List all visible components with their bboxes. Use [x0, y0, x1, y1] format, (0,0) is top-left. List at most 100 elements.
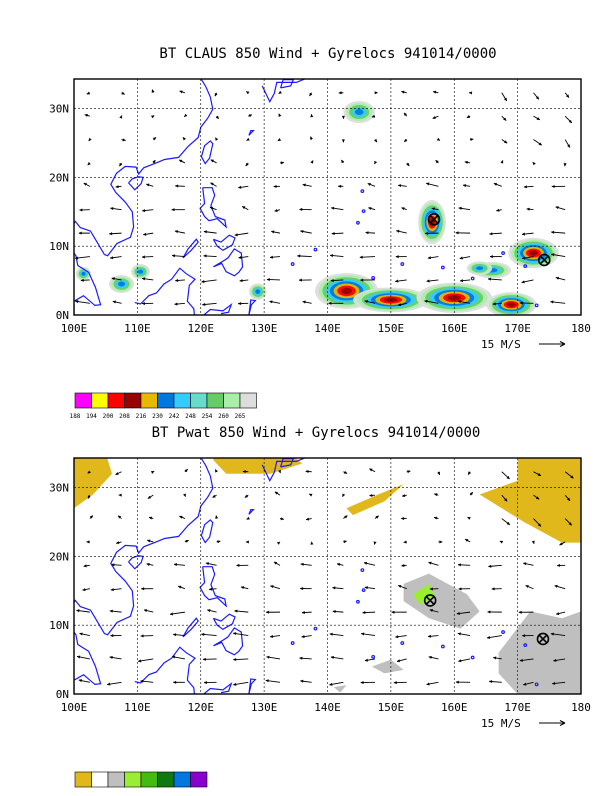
wind-arrow-head	[141, 635, 144, 638]
coastline	[249, 679, 255, 694]
island	[535, 304, 538, 307]
wind-arrow-head	[201, 280, 204, 283]
wind-arrow-head	[109, 232, 112, 235]
island	[362, 210, 365, 213]
island	[471, 656, 474, 659]
wind-arrow-head	[330, 254, 333, 257]
panel1-field	[69, 61, 581, 317]
cloud-cell	[476, 266, 483, 270]
wind-arrow-head	[402, 207, 405, 209]
wind-arrow-head	[84, 183, 87, 185]
wind-arrow-head	[428, 562, 431, 564]
wind-arrow-head	[337, 563, 340, 566]
cloud-cell	[355, 109, 364, 115]
lat-tick-label: 10N	[49, 240, 69, 253]
lon-tick-label: 160E	[441, 322, 468, 335]
wind-arrow-head	[458, 633, 461, 636]
wind-arrow-head	[179, 516, 182, 518]
legend-swatch	[75, 772, 92, 787]
wind-arrow-head	[375, 91, 378, 94]
wind-arrow-head	[401, 517, 404, 520]
wind-arrow-head	[142, 209, 145, 212]
island	[442, 645, 445, 648]
lon-tick-label: 140E	[314, 701, 341, 714]
wind-arrow-head	[183, 494, 185, 497]
island	[401, 263, 404, 266]
wind-arrow-head	[532, 541, 535, 544]
wind-arrow-head	[233, 632, 236, 635]
wind-arrow-head	[270, 635, 273, 638]
island	[372, 277, 375, 280]
wind-arrow-head	[306, 518, 309, 521]
lon-tick-label: 170E	[504, 701, 531, 714]
coastline	[213, 628, 242, 655]
wind-arrow-head	[395, 280, 398, 283]
pwat-region	[334, 685, 347, 693]
wind-arrow-head	[299, 208, 302, 211]
wind-arrow-head	[110, 207, 113, 210]
wind-arrow-head	[85, 114, 88, 117]
wind-arrow-head	[368, 207, 371, 210]
wind-arrow-head	[107, 683, 110, 686]
wind-arrow-head	[365, 659, 368, 662]
lat-tick-label: 30N	[49, 103, 69, 116]
cloud-cell	[341, 288, 352, 294]
wind-arrow-head	[141, 587, 144, 590]
wind-arrow-head	[369, 494, 372, 497]
pwat-region	[480, 453, 581, 542]
legend-swatch	[92, 772, 109, 787]
wind-arrow-head	[76, 609, 79, 612]
reference-vector-label: 15 M/S	[481, 338, 521, 351]
legend-tick-label: 188	[70, 413, 81, 420]
wind-arrow-head	[247, 138, 250, 140]
wind-arrow-head	[233, 658, 236, 661]
wind-arrow-head	[527, 208, 530, 211]
coastline	[249, 510, 254, 515]
coastline	[239, 67, 262, 77]
wind-arrow-head	[489, 232, 492, 235]
wind-arrow-head	[519, 611, 522, 614]
lon-tick-label: 100E	[61, 322, 88, 335]
wind-arrow-head	[210, 183, 213, 185]
legend-swatch	[240, 393, 257, 408]
wind-arrow-head	[332, 587, 335, 590]
wind-arrow-head	[270, 301, 273, 304]
wind-arrow-head	[460, 279, 463, 282]
legend-tick-label: 242	[169, 413, 180, 420]
legend-swatch	[141, 772, 158, 787]
wind-arrow-head	[550, 301, 553, 304]
coastline	[129, 177, 144, 190]
lon-tick-label: 160E	[441, 701, 468, 714]
wind-arrow-head	[175, 185, 178, 188]
wind-arrow-head	[467, 115, 470, 117]
wind-arrow-head	[492, 588, 495, 591]
wind-arrow-head	[240, 279, 243, 282]
island	[314, 248, 317, 251]
wind-arrow-head	[522, 233, 525, 236]
legend-swatch	[75, 393, 92, 408]
wind-arrow-head	[437, 472, 439, 475]
wind-arrow-head	[366, 231, 369, 234]
wind-arrow-head	[428, 635, 431, 638]
wind-arrow-head	[279, 91, 282, 94]
legend-swatch	[158, 772, 175, 787]
wind-arrow-head	[204, 681, 207, 684]
wind-arrow-head	[152, 90, 154, 93]
wind-arrow-head	[488, 611, 491, 614]
wind-arrow-head	[178, 586, 181, 588]
wind-arrow-head	[433, 116, 436, 118]
island	[361, 190, 364, 193]
legend-swatch	[174, 772, 191, 787]
wind-arrow-head	[567, 145, 569, 148]
pwat-region	[213, 453, 302, 474]
pwat-region	[347, 484, 404, 515]
lon-tick-label: 120E	[188, 701, 215, 714]
wind-arrow-head	[559, 543, 562, 545]
wind-arrow-head	[274, 185, 277, 188]
legend-swatch	[224, 393, 241, 408]
wind-arrow-head	[463, 184, 466, 187]
wind-arrow-head	[311, 542, 314, 545]
coastline	[213, 249, 242, 276]
coastline	[204, 684, 231, 694]
